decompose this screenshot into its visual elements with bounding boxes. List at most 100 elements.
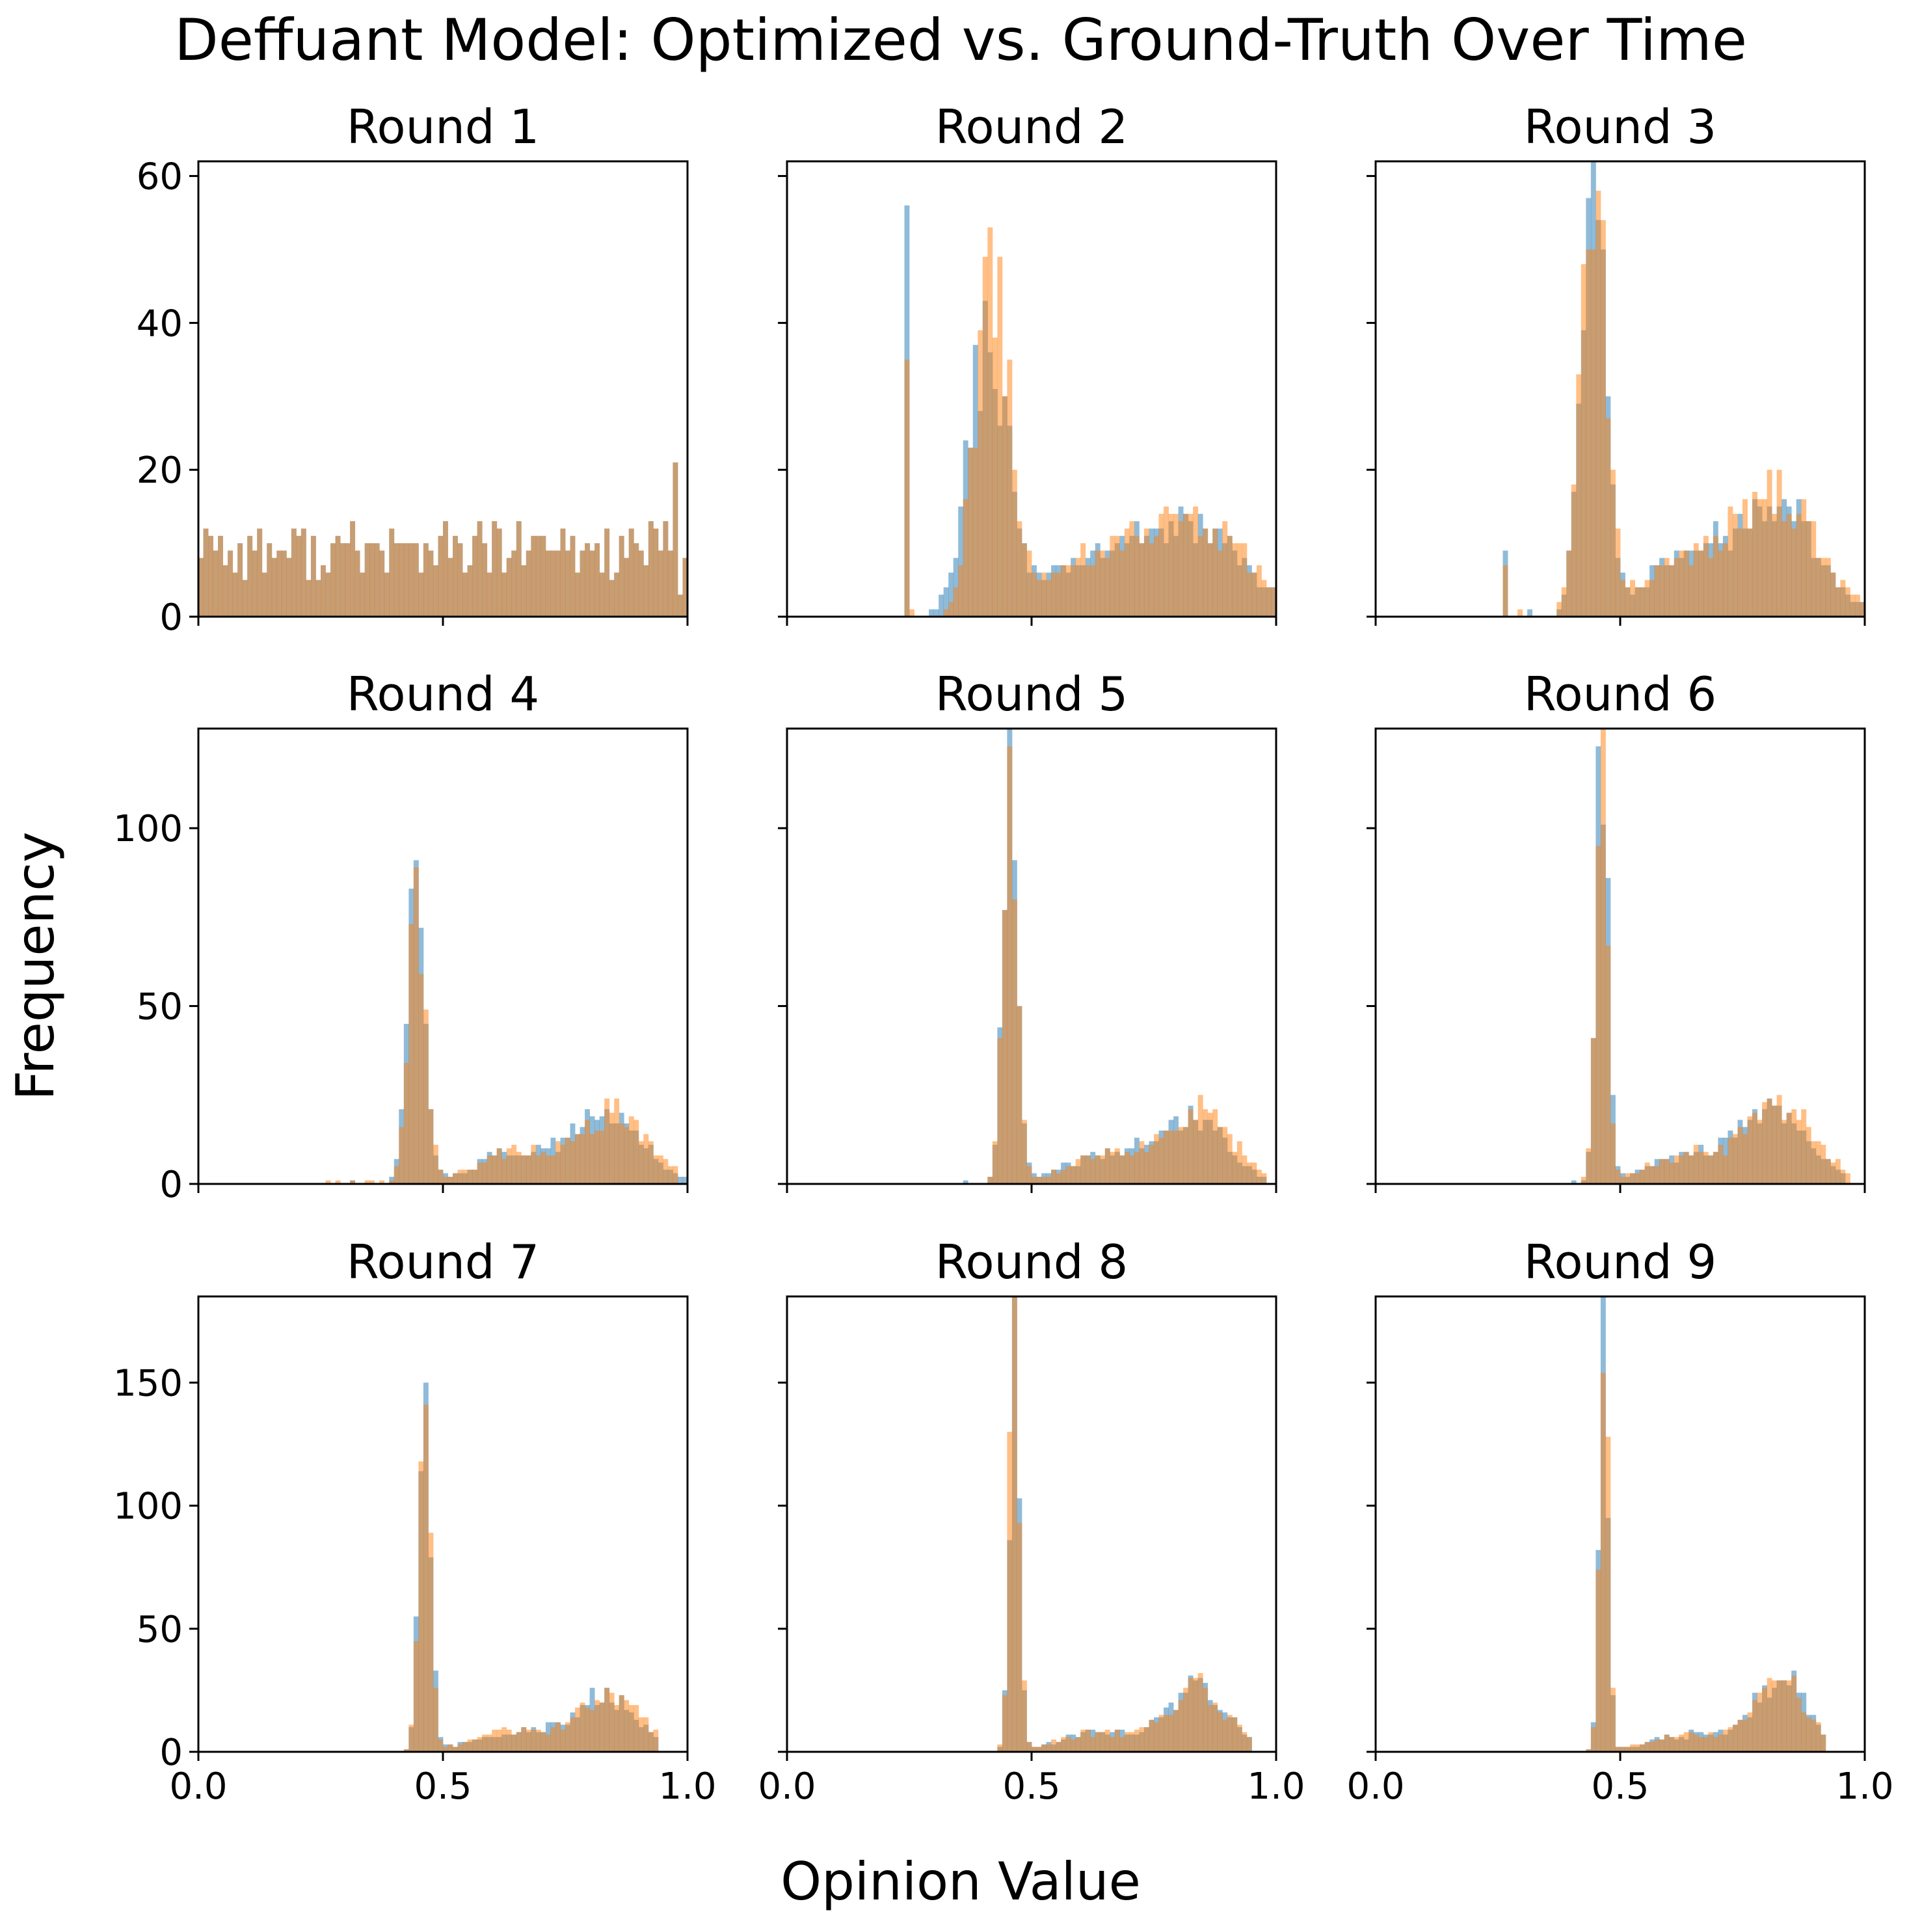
- histogram-bar: [1119, 1737, 1125, 1752]
- histogram-bar: [1635, 587, 1640, 617]
- histogram-bar: [1026, 1166, 1032, 1184]
- histogram-bar: [1782, 1120, 1787, 1184]
- histogram-bar: [1630, 1744, 1635, 1752]
- histogram-bar: [1095, 1155, 1101, 1184]
- subplot-title: Round 8: [935, 1235, 1128, 1289]
- histogram-bar: [1732, 1134, 1738, 1184]
- histogram-bar: [1041, 1744, 1047, 1752]
- histogram-bar: [580, 550, 585, 617]
- histogram-bar: [281, 550, 287, 617]
- histogram-bar: [232, 572, 238, 617]
- histogram-bar: [1061, 1737, 1067, 1752]
- histogram-bar: [1032, 572, 1037, 617]
- histogram-bar: [1747, 1116, 1753, 1184]
- histogram-bar: [1090, 1159, 1096, 1184]
- histogram-bar: [565, 1722, 570, 1752]
- histogram-bar: [1154, 1722, 1159, 1752]
- histogram-bar: [364, 1180, 370, 1184]
- histogram-bar: [1776, 1680, 1782, 1752]
- histogram-bar: [575, 1134, 580, 1184]
- histogram-bar: [1581, 1177, 1586, 1184]
- histogram-bar: [1193, 1120, 1199, 1184]
- histogram-bar: [1806, 1127, 1811, 1184]
- histogram-bar: [271, 557, 277, 617]
- histogram-bar: [369, 543, 375, 617]
- histogram-bar: [1085, 1729, 1091, 1752]
- series-orange: [1581, 729, 1850, 1185]
- histogram-bar: [1786, 513, 1792, 617]
- histogram-bar: [968, 448, 974, 617]
- histogram-bar: [506, 557, 512, 617]
- histogram-bar: [506, 1148, 512, 1184]
- histogram-bar: [648, 1141, 654, 1185]
- histogram-bar: [1188, 513, 1194, 617]
- histogram-bar: [1586, 249, 1592, 617]
- histogram-bar: [1625, 587, 1631, 617]
- histogram-bar: [1104, 1148, 1110, 1184]
- histogram-bar: [1256, 565, 1262, 617]
- histogram-bar: [1732, 1724, 1738, 1752]
- histogram-bar: [1242, 543, 1248, 617]
- histogram-bar: [609, 1112, 615, 1185]
- histogram-bar: [1683, 1732, 1689, 1752]
- histogram-bar: [1825, 1159, 1831, 1184]
- histogram-bar: [350, 521, 356, 617]
- histogram-bar: [1104, 557, 1110, 617]
- histogram-bar: [423, 1010, 429, 1184]
- histogram-bar: [997, 256, 1003, 617]
- histogram-bar: [1139, 1727, 1145, 1752]
- histogram-bar: [1776, 470, 1782, 617]
- histogram-bar: [1576, 374, 1582, 617]
- histogram-bar: [1222, 521, 1228, 617]
- histogram-bar: [1796, 1697, 1802, 1752]
- histogram-bar: [325, 1180, 331, 1184]
- histogram-bar: [379, 550, 385, 617]
- histogram-bar: [1251, 572, 1257, 617]
- histogram-bar: [677, 595, 683, 617]
- histogram-bar: [1197, 535, 1203, 617]
- histogram-bar: [1119, 1155, 1125, 1184]
- histogram-bar: [379, 1180, 385, 1184]
- histogram-bar: [1610, 470, 1616, 617]
- histogram-bar: [972, 448, 978, 617]
- histogram-bar: [1728, 506, 1733, 617]
- histogram-bar: [1654, 565, 1660, 617]
- histogram-bar: [1203, 1687, 1208, 1752]
- subplot-grid: Round 1 0 20 40 60 Round 2 Round 3 Round 4 0 50 10…: [113, 100, 1893, 1808]
- histogram-bar: [1056, 1173, 1061, 1184]
- y-tick-label: 50: [137, 1609, 183, 1651]
- histogram-bar: [909, 609, 914, 617]
- histogram-bar: [958, 565, 964, 617]
- histogram-bar: [1080, 1155, 1086, 1184]
- histogram-bar: [682, 1177, 688, 1184]
- histogram-bar: [1056, 1741, 1061, 1752]
- histogram-bar: [1830, 572, 1836, 617]
- series-orange: [1502, 191, 1865, 617]
- histogram-bar: [1640, 587, 1645, 617]
- histogram-bar: [565, 1137, 570, 1184]
- histogram-bar: [550, 1155, 556, 1184]
- histogram-bar: [462, 1741, 468, 1752]
- histogram-bar: [389, 528, 395, 617]
- histogram-bar: [624, 557, 630, 617]
- subplot-round-9: Round 9 0.0 0.5 1.0: [1346, 1235, 1893, 1808]
- histogram-bar: [1232, 543, 1238, 617]
- histogram-bar: [1718, 550, 1724, 617]
- histogram-bar: [1217, 550, 1223, 617]
- histogram-bar: [467, 1739, 473, 1752]
- histogram-bar: [560, 528, 566, 617]
- histogram-bar: [1227, 535, 1233, 617]
- histogram-bar: [1669, 565, 1675, 617]
- histogram-bar: [1757, 1120, 1763, 1184]
- figure-suptitle: Deffuant Model: Optimized vs. Ground-Tru…: [174, 7, 1747, 74]
- histogram-bar: [1164, 1715, 1169, 1752]
- histogram-bar: [296, 535, 302, 617]
- histogram-bar: [1110, 1151, 1115, 1184]
- histogram-bar: [1664, 557, 1670, 617]
- histogram-bar: [516, 1151, 522, 1184]
- histogram-bar: [521, 1155, 527, 1184]
- histogram-bar: [1100, 1155, 1106, 1184]
- histogram-bar: [1168, 1715, 1174, 1752]
- histogram-bar: [663, 521, 669, 617]
- histogram-bar: [614, 572, 620, 617]
